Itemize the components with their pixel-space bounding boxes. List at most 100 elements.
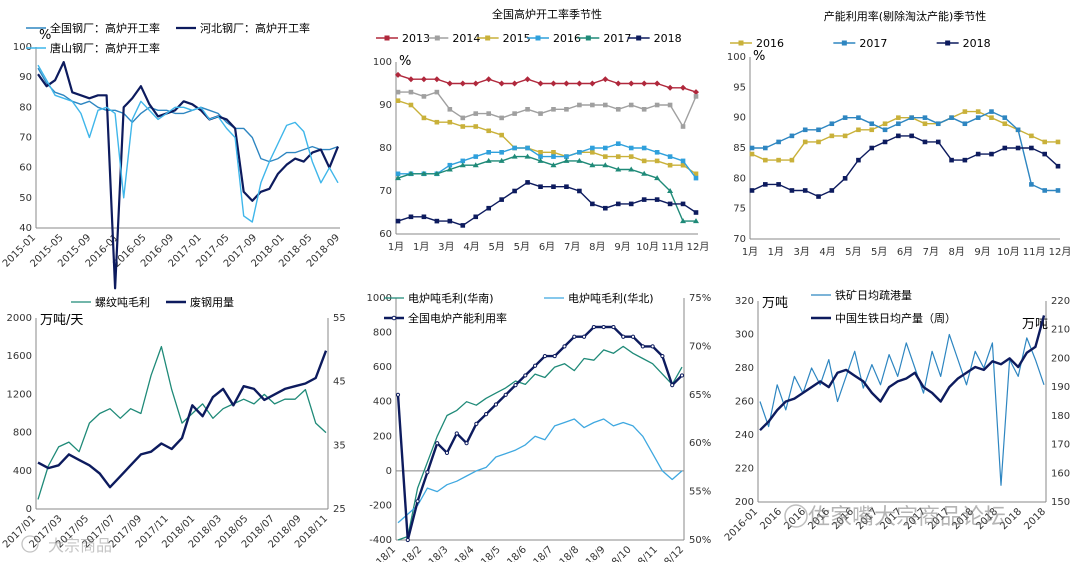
data-point	[641, 158, 647, 164]
data-point	[525, 180, 530, 185]
data-point	[447, 107, 453, 112]
series-line-电炉吨毛利(华北)	[397, 418, 683, 524]
data-point	[551, 154, 556, 159]
y-right-tick-label: 150	[1051, 497, 1070, 508]
data-point	[935, 139, 941, 145]
data-point	[486, 205, 491, 211]
chart-title: 全国高炉开工率季节性	[492, 7, 602, 21]
data-point	[562, 344, 567, 349]
data-point	[395, 171, 401, 177]
y-right-tick-label: 55	[333, 313, 346, 324]
data-point	[474, 421, 479, 426]
data-point	[525, 145, 530, 151]
data-point	[601, 324, 606, 330]
data-point	[499, 150, 504, 155]
series-line-河北钢厂：高炉开工率	[37, 61, 340, 290]
data-point	[856, 157, 861, 163]
unit-left-label: 万吨	[762, 296, 788, 311]
watermark-text: 佐家嘴大宗商品论坛	[808, 505, 1006, 530]
unit-label: %	[39, 28, 51, 43]
x-tick-label: 7月	[923, 246, 939, 258]
data-point	[472, 162, 479, 168]
y-tick-label: 240	[735, 430, 754, 441]
y-right-tick-label: 45	[333, 377, 346, 388]
data-point	[550, 162, 557, 168]
data-point	[525, 107, 530, 112]
data-point	[935, 121, 941, 127]
x-tick-label: 12月	[687, 241, 710, 253]
x-tick-label: 1月	[388, 241, 404, 253]
x-tick-label: 5月	[845, 246, 861, 258]
data-point	[538, 184, 543, 189]
data-point	[693, 89, 699, 96]
x-tick-label: 2018	[1022, 506, 1048, 532]
watermark-corner-text: 大宗商品	[48, 536, 112, 555]
y-tick-label: 400	[13, 466, 32, 477]
data-point	[749, 145, 755, 151]
data-point	[1042, 151, 1047, 157]
data-point	[909, 133, 914, 139]
data-point	[460, 115, 466, 121]
data-point	[882, 139, 888, 145]
data-point	[749, 188, 755, 193]
data-point	[896, 121, 901, 127]
series-line-2017	[397, 155, 696, 222]
legend-label: 2016	[553, 32, 581, 45]
data-point	[763, 157, 768, 163]
data-point	[421, 214, 427, 220]
data-point	[615, 166, 622, 172]
data-point	[1055, 139, 1061, 145]
data-point	[922, 115, 928, 120]
series-line-全国电炉产能利用率	[396, 325, 683, 542]
x-tick-label: 10月	[997, 246, 1020, 258]
data-point	[446, 166, 453, 172]
legend-label: 2015	[503, 32, 531, 45]
data-point	[395, 175, 401, 181]
data-point	[628, 102, 634, 108]
data-point	[473, 124, 479, 129]
series-line-螺纹吨毛利	[37, 345, 327, 500]
unit-left-label: 万吨/天	[40, 313, 83, 328]
y-right-tick-label: 60%	[689, 438, 711, 449]
data-point	[564, 184, 569, 189]
data-point	[654, 197, 660, 202]
data-point	[454, 431, 459, 436]
y-tick-label: 70	[379, 186, 392, 197]
data-point	[680, 84, 687, 91]
data-point	[615, 141, 621, 146]
y-right-tick-label: 170	[1051, 440, 1070, 451]
data-point	[542, 353, 547, 359]
data-point	[1002, 115, 1008, 120]
data-point	[551, 107, 556, 112]
data-point	[896, 133, 901, 139]
data-point	[464, 441, 469, 446]
x-tick-label: 4月	[819, 246, 835, 258]
data-point	[1055, 163, 1061, 169]
data-point	[603, 145, 608, 151]
data-point	[408, 214, 414, 220]
data-point	[949, 115, 954, 120]
data-point	[641, 80, 648, 87]
data-point	[641, 107, 647, 112]
data-point	[1002, 145, 1008, 151]
y-right-tick-label: 180	[1051, 411, 1070, 422]
data-point	[680, 201, 686, 207]
y-tick-label: 80	[733, 173, 746, 184]
data-point	[473, 111, 479, 116]
legend-label: 唐山钢厂：高炉开工率	[50, 41, 160, 55]
data-point	[763, 145, 768, 151]
x-tick-label: 11月	[661, 241, 684, 253]
data-point	[447, 218, 453, 224]
data-point	[513, 383, 518, 388]
legend-marker	[384, 35, 390, 41]
y-tick-label: 280	[735, 363, 754, 374]
data-point	[611, 324, 616, 330]
y-tick-label: 100	[727, 52, 746, 63]
data-point	[538, 111, 543, 116]
x-tick-label: 1月	[413, 241, 429, 253]
data-point	[537, 157, 544, 163]
data-point	[667, 84, 674, 91]
series-line-2013	[397, 74, 697, 93]
data-point	[460, 223, 466, 228]
data-point	[802, 127, 808, 133]
